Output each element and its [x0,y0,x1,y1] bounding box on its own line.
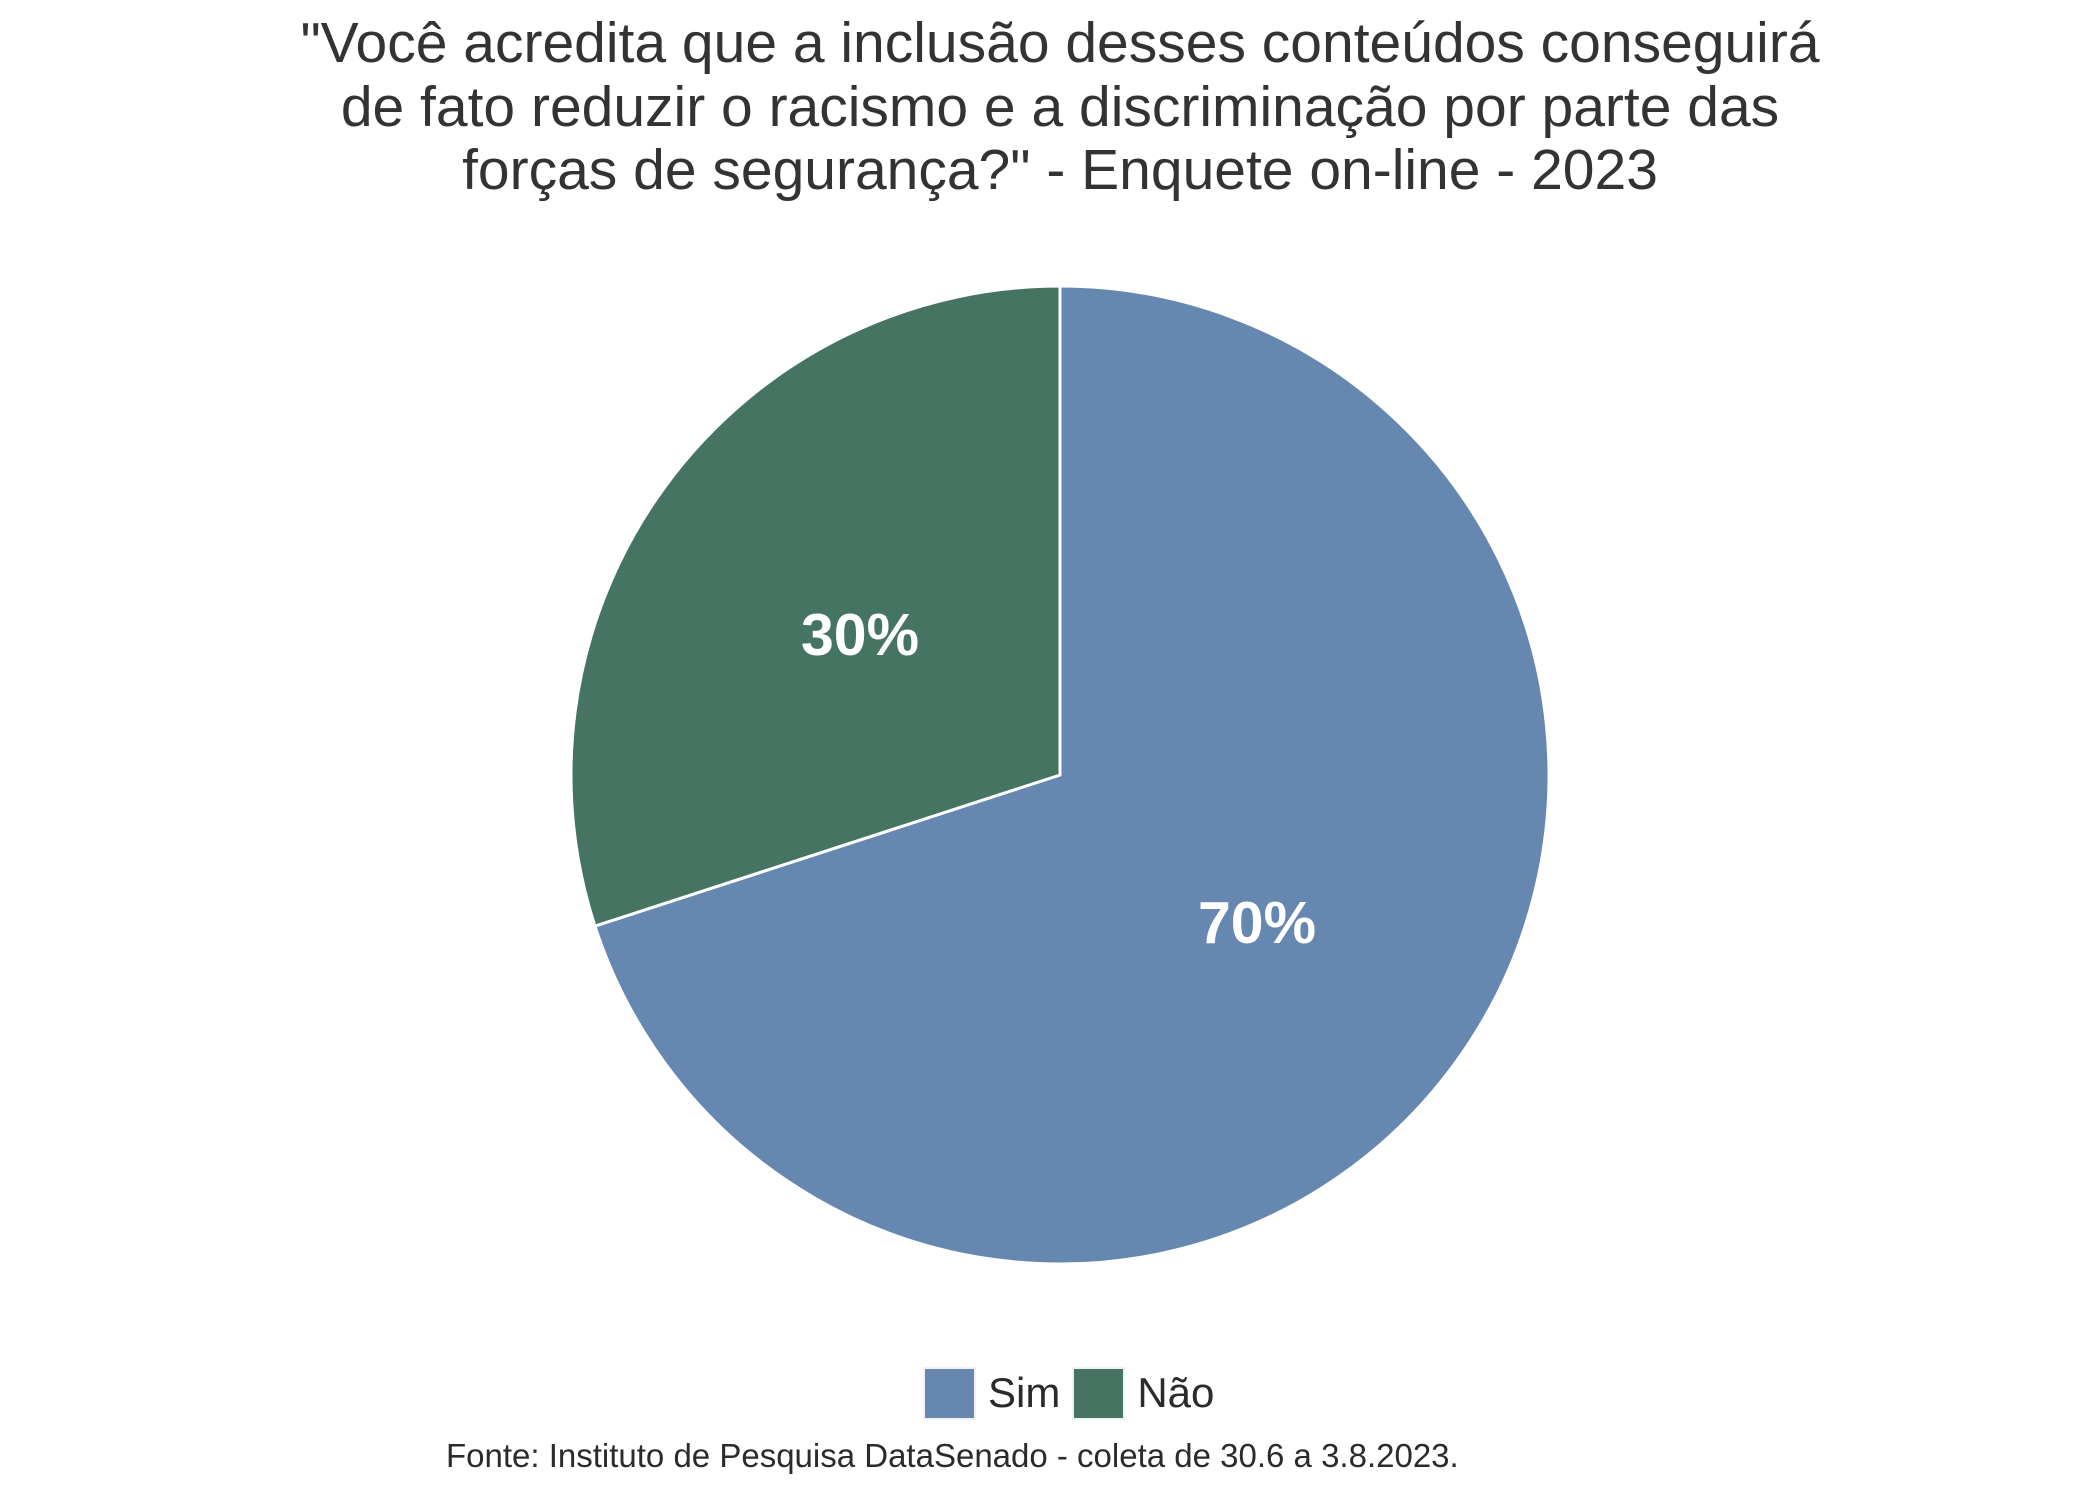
legend-item-sim: Sim [923,1366,1061,1420]
pie-slices [569,284,1551,1266]
legend-swatch-sim [923,1366,976,1420]
legend-swatch-nao [1072,1366,1126,1420]
pie-slice-sim [593,284,1551,1266]
chart-title: "Você acredita que a inclusão desses con… [0,11,2100,203]
legend: Sim Não [923,1366,1226,1420]
title-line-2: de fato reduzir o racismo e a discrimina… [340,74,1780,139]
source-caption: Fonte: Instituto de Pesquisa DataSenado … [446,1437,1459,1474]
legend-label-nao: Não [1137,1369,1215,1416]
slice-label-sim: 70% [1198,890,1316,956]
title-line-1: "Você acredita que a inclusão desses con… [300,11,1820,75]
legend-item-nao: Não [1072,1366,1215,1420]
title-line-3: forças de segurança?" - Enquete on-line … [462,138,1658,202]
slice-label-nao: 30% [801,602,919,668]
pie-slice-nao [569,284,1062,928]
legend-label-sim: Sim [988,1369,1061,1416]
